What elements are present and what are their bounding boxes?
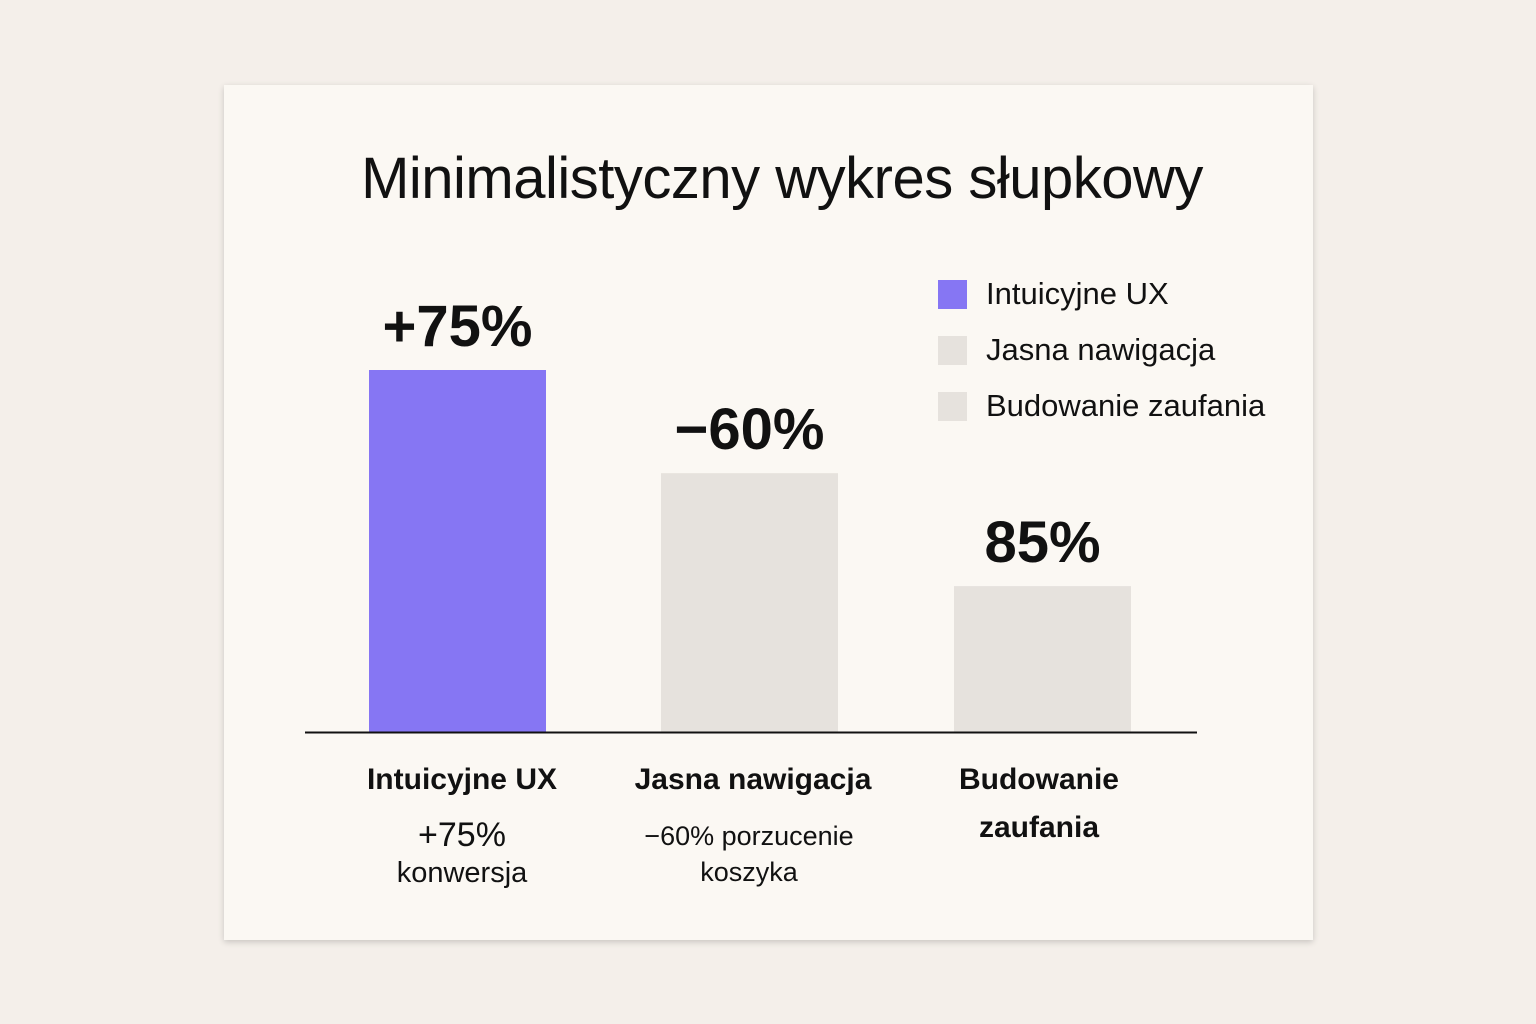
bar <box>369 370 546 732</box>
category-label-text: Budowanie zaufania <box>958 763 1119 844</box>
sub-label-value: +75% <box>418 816 506 854</box>
sub-label-value: −60% porzucenie <box>644 821 854 851</box>
legend: Intuicyjne UX Jasna nawigacja Budowanie … <box>938 266 1265 434</box>
legend-label: Budowanie zaufania <box>986 388 1266 423</box>
bar <box>954 586 1131 732</box>
category-label: Jasna nawigacja <box>634 763 872 796</box>
sub-label-text: koszyka <box>700 857 798 887</box>
bar-value-label: 85% <box>984 510 1100 575</box>
category-label: Intuicyjne UX <box>366 763 558 796</box>
bar <box>661 473 838 732</box>
sub-label: +75% konwersja <box>312 814 612 890</box>
sub-label: −60% porzucenie koszyka <box>599 818 899 890</box>
legend-item: Jasna nawigacja <box>938 322 1265 378</box>
bar-value-label: −60% <box>675 397 825 462</box>
legend-swatch <box>938 391 967 421</box>
chart-title: Minimalistyczny wykres słupkowy <box>361 146 1203 211</box>
sub-label-text: konwersja <box>396 857 528 889</box>
legend-swatch <box>938 279 967 309</box>
legend-label: Jasna nawigacja <box>986 332 1216 367</box>
legend-item: Intuicyjne UX <box>938 266 1265 322</box>
category-label: Budowanie zaufania <box>889 756 1189 852</box>
legend-item: Budowanie zaufania <box>938 378 1265 434</box>
bar-value-label: +75% <box>383 294 533 359</box>
legend-swatch <box>938 335 967 365</box>
legend-label: Intuicyjne UX <box>986 276 1169 311</box>
